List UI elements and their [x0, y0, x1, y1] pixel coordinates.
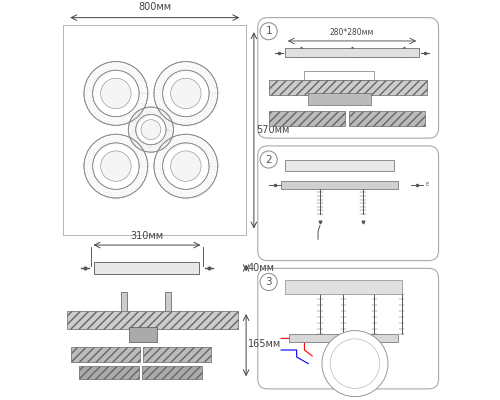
Circle shape [100, 151, 131, 181]
Bar [120, 292, 127, 317]
Circle shape [162, 70, 209, 117]
Bar [289, 334, 398, 342]
Bar [71, 347, 140, 362]
Bar [285, 48, 419, 56]
Circle shape [170, 151, 201, 181]
Circle shape [92, 70, 139, 117]
Bar [304, 71, 374, 80]
Circle shape [136, 114, 166, 145]
Bar [349, 111, 425, 126]
Text: 570мм: 570мм [256, 125, 289, 135]
Circle shape [100, 78, 131, 109]
FancyBboxPatch shape [258, 268, 438, 389]
Text: 800мм: 800мм [138, 2, 172, 12]
Bar [142, 366, 202, 379]
Bar [270, 80, 427, 95]
Circle shape [170, 78, 201, 109]
Text: 310мм: 310мм [130, 231, 164, 241]
Circle shape [162, 143, 209, 189]
Bar [64, 25, 246, 235]
Text: 1: 1 [266, 26, 272, 36]
Bar [130, 328, 156, 342]
Bar [285, 280, 402, 294]
FancyBboxPatch shape [258, 18, 438, 138]
Text: 280*280мм: 280*280мм [330, 28, 374, 37]
Bar [94, 262, 200, 274]
Bar [281, 181, 398, 189]
Circle shape [141, 120, 161, 140]
Bar [285, 160, 394, 171]
Bar [79, 366, 139, 379]
Circle shape [322, 330, 388, 397]
Text: 2: 2 [266, 154, 272, 164]
Bar [270, 111, 345, 126]
Text: 3: 3 [266, 277, 272, 287]
Bar [143, 347, 212, 362]
Bar [68, 311, 238, 329]
Bar [308, 94, 370, 105]
Text: 40мм: 40мм [248, 263, 275, 273]
Text: E: E [425, 182, 428, 187]
Circle shape [92, 143, 139, 189]
FancyBboxPatch shape [258, 146, 438, 261]
Bar [165, 292, 172, 317]
Text: 165мм: 165мм [248, 339, 282, 349]
